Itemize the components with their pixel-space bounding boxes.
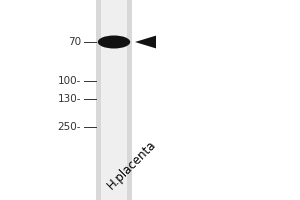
Polygon shape — [135, 36, 156, 48]
Text: 70: 70 — [68, 37, 81, 47]
Text: 130-: 130- — [58, 94, 81, 104]
Ellipse shape — [98, 36, 130, 48]
Text: H.placenta: H.placenta — [105, 138, 159, 192]
Text: 250-: 250- — [58, 122, 81, 132]
Bar — [96, 0, 132, 200]
Bar — [101, 0, 127, 200]
Text: 100-: 100- — [58, 76, 81, 86]
